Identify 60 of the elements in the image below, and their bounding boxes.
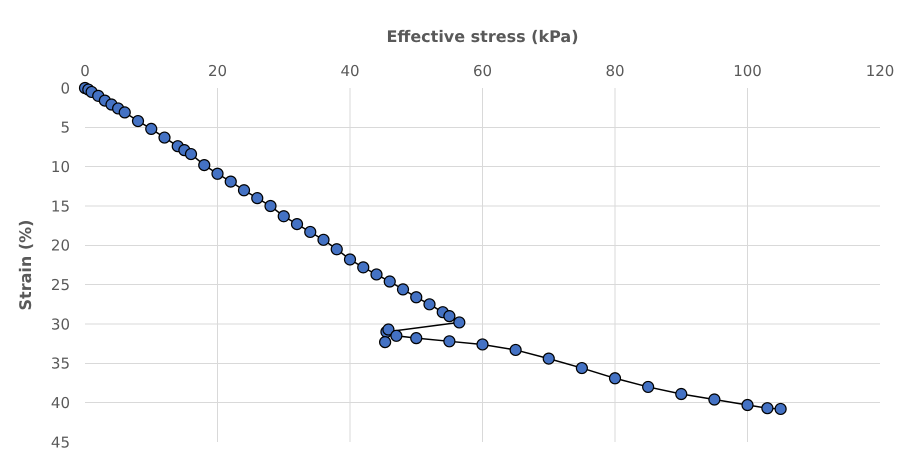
point (330, 243, 343, 256)
point (390, 330, 402, 342)
y-tick-label: 10 (50, 158, 70, 176)
y-tick-label: 40 (50, 394, 70, 412)
y-tick-label: 25 (50, 276, 70, 294)
point (608, 372, 622, 384)
point (290, 218, 304, 230)
point (382, 323, 395, 336)
x-tick-label: 40 (340, 62, 360, 80)
point (453, 316, 466, 329)
point (251, 192, 264, 204)
point (132, 114, 144, 128)
point (158, 131, 171, 144)
point (642, 380, 654, 394)
x-tick-label: 80 (605, 62, 625, 80)
y-tick-label: 20 (50, 236, 70, 255)
point (198, 158, 210, 172)
point (304, 226, 316, 238)
y-tick-label: 15 (50, 197, 70, 216)
y-tick-label: 5 (60, 118, 70, 137)
point (211, 168, 224, 180)
point (278, 210, 290, 222)
point (443, 310, 456, 322)
point (317, 234, 330, 246)
x-tick-label: 0 (80, 62, 90, 80)
point (184, 148, 198, 160)
point (224, 176, 237, 188)
point (357, 261, 370, 274)
point (118, 106, 131, 118)
point (379, 336, 392, 348)
point (476, 338, 489, 351)
point (443, 335, 456, 348)
y-tick-label: 45 (50, 433, 70, 452)
point (145, 122, 158, 136)
x-axis-title: Effective stress (kPa) (386, 26, 579, 46)
x-tick-label: 20 (208, 62, 228, 80)
point (344, 253, 356, 266)
point (238, 184, 250, 196)
x-tick-label: 100 (733, 62, 762, 80)
point (741, 398, 754, 412)
y-axis-title: Strain (%) (16, 220, 35, 310)
point (510, 344, 522, 356)
point (423, 298, 436, 310)
point (410, 332, 422, 344)
y-tick-label: 35 (50, 354, 70, 373)
point (396, 283, 410, 296)
point (675, 388, 688, 400)
x-tick-label: 120 (866, 62, 894, 80)
point (708, 393, 720, 406)
point (576, 362, 588, 374)
point (410, 291, 422, 304)
point (774, 402, 787, 416)
y-tick-label: 0 (60, 79, 70, 98)
x-tick-label: 60 (472, 62, 492, 80)
point (264, 200, 277, 212)
point (384, 275, 396, 288)
y-tick-label: 30 (50, 315, 70, 334)
point (761, 402, 774, 414)
point (370, 268, 383, 281)
point (542, 352, 555, 365)
